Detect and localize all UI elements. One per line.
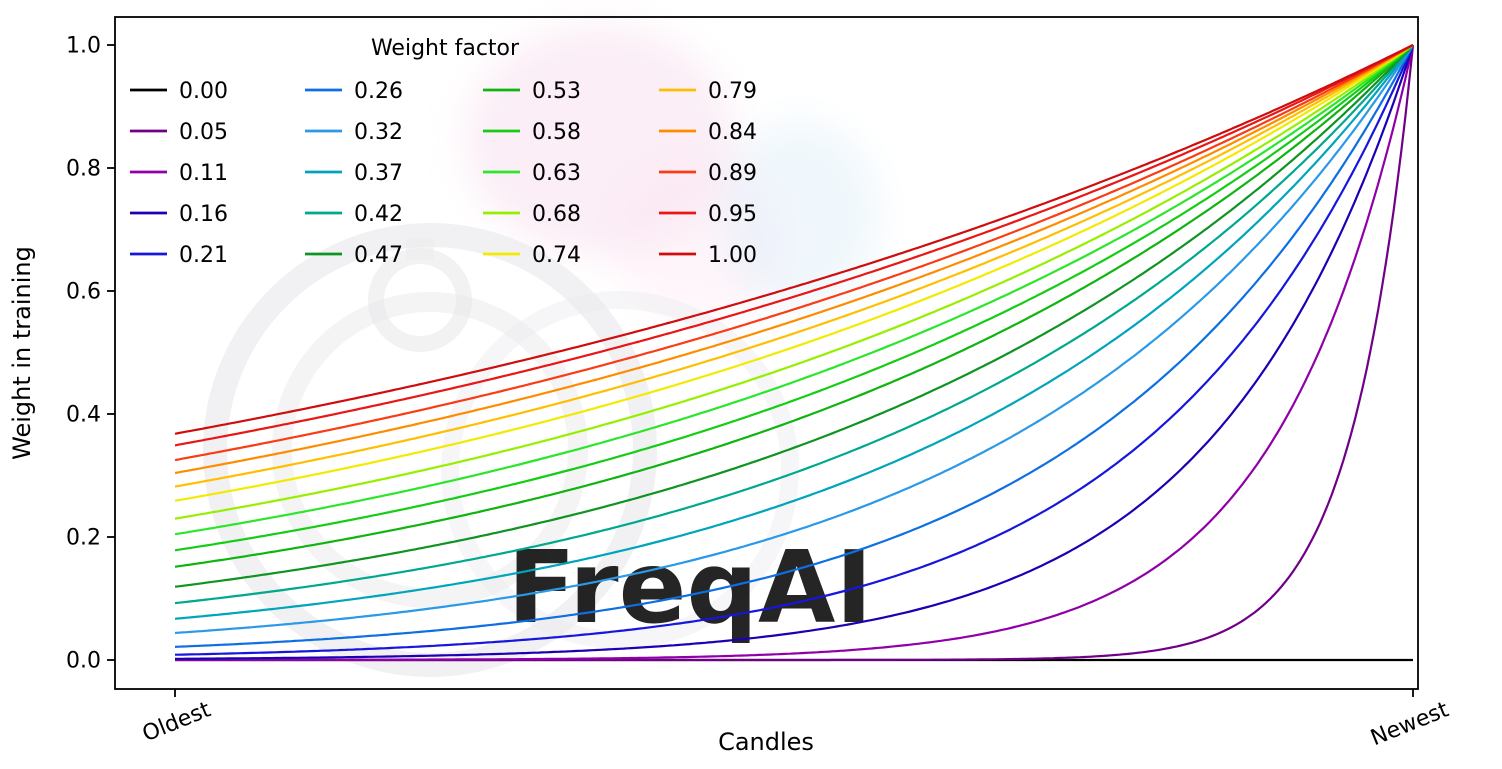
y-tick-label: 0.0 [66,649,101,674]
curve-0-84 [174,44,1414,475]
legend-label: 0.32 [354,120,403,145]
curve-0-89 [174,44,1414,462]
y-tick-label: 0.2 [66,526,101,551]
x-axis-label: Candles [718,728,814,756]
legend-entry: 0.74 [483,243,581,268]
legend-entry: 0.89 [659,161,757,186]
legend-entry: 0.47 [305,243,403,268]
legend-label: 0.84 [708,120,757,145]
legend-label: 0.21 [179,243,228,268]
legend-entry: 0.26 [305,79,403,104]
curve-0-37 [174,44,1414,620]
legend-label: 0.11 [179,161,228,186]
curve-0-11 [175,44,1415,661]
legend-entry: 0.53 [483,79,581,104]
curve-0-16 [175,44,1415,660]
legend-entry: 0.63 [483,161,581,186]
curve-0-53 [174,44,1414,568]
legend-label: 0.37 [354,161,403,186]
curve-0-58 [174,44,1414,552]
legend-entry: 0.32 [305,120,403,145]
legend-label: 1.00 [708,243,757,268]
y-axis-label: Weight in training [8,246,36,460]
legend-label: 0.63 [532,161,581,186]
legend-label: 0.68 [532,202,581,227]
y-tick-label: 1.0 [66,34,101,59]
curve-0-42 [174,44,1414,605]
legend-entry: 0.84 [659,120,757,145]
legend-entry: 0.42 [305,202,403,227]
curve-0-63 [174,44,1414,536]
legend-label: 0.47 [354,243,403,268]
legend-entry: 0.05 [130,120,228,145]
watermark-ring-side [441,291,799,649]
legend-entry: 0.21 [130,243,228,268]
legend-entry: 0.37 [305,161,403,186]
legend-label: 0.53 [532,79,581,104]
y-tick-label: 0.8 [66,157,101,182]
legend-label: 0.05 [179,120,228,145]
curve-0-79 [174,44,1414,488]
curve-0-32 [174,44,1414,635]
legend-label: 0.58 [532,120,581,145]
axes-spines [114,16,1419,690]
curve-0-21 [175,44,1415,656]
legend-entry: 0.11 [130,161,228,186]
curve-0-26 [174,44,1414,648]
legend-entry: 1.00 [659,243,757,268]
y-tick-label: 0.4 [66,403,101,428]
legend-label: 0.74 [532,243,581,268]
curve-1-00 [174,44,1414,435]
x-tick-label: Oldest [139,697,215,747]
curve-0-74 [174,44,1414,502]
y-tick-label: 0.6 [66,280,101,305]
legend-label: 0.26 [354,79,403,104]
legend-label: 0.79 [708,79,757,104]
legend-label: 0.42 [354,202,403,227]
legend-label: 0.00 [179,79,228,104]
legend-entry: 0.79 [659,79,757,104]
legend-entry: 0.58 [483,120,581,145]
watermark-stopwatch-crown [406,238,434,260]
legend-entry: 0.00 [130,79,228,104]
legend-label: 0.95 [708,202,757,227]
legend-label: 0.16 [179,202,228,227]
x-tick-label: Newest [1367,697,1452,751]
legend-label: 0.89 [708,161,757,186]
legend-title: Weight factor [371,36,520,61]
curve-0-47 [174,44,1414,588]
legend-entry: 0.16 [130,202,228,227]
legend-entry: 0.68 [483,202,581,227]
watermark-blue-blob [720,120,880,310]
curve-0-95 [174,44,1414,447]
legend-entry: 0.95 [659,202,757,227]
curve-0-68 [174,44,1414,520]
